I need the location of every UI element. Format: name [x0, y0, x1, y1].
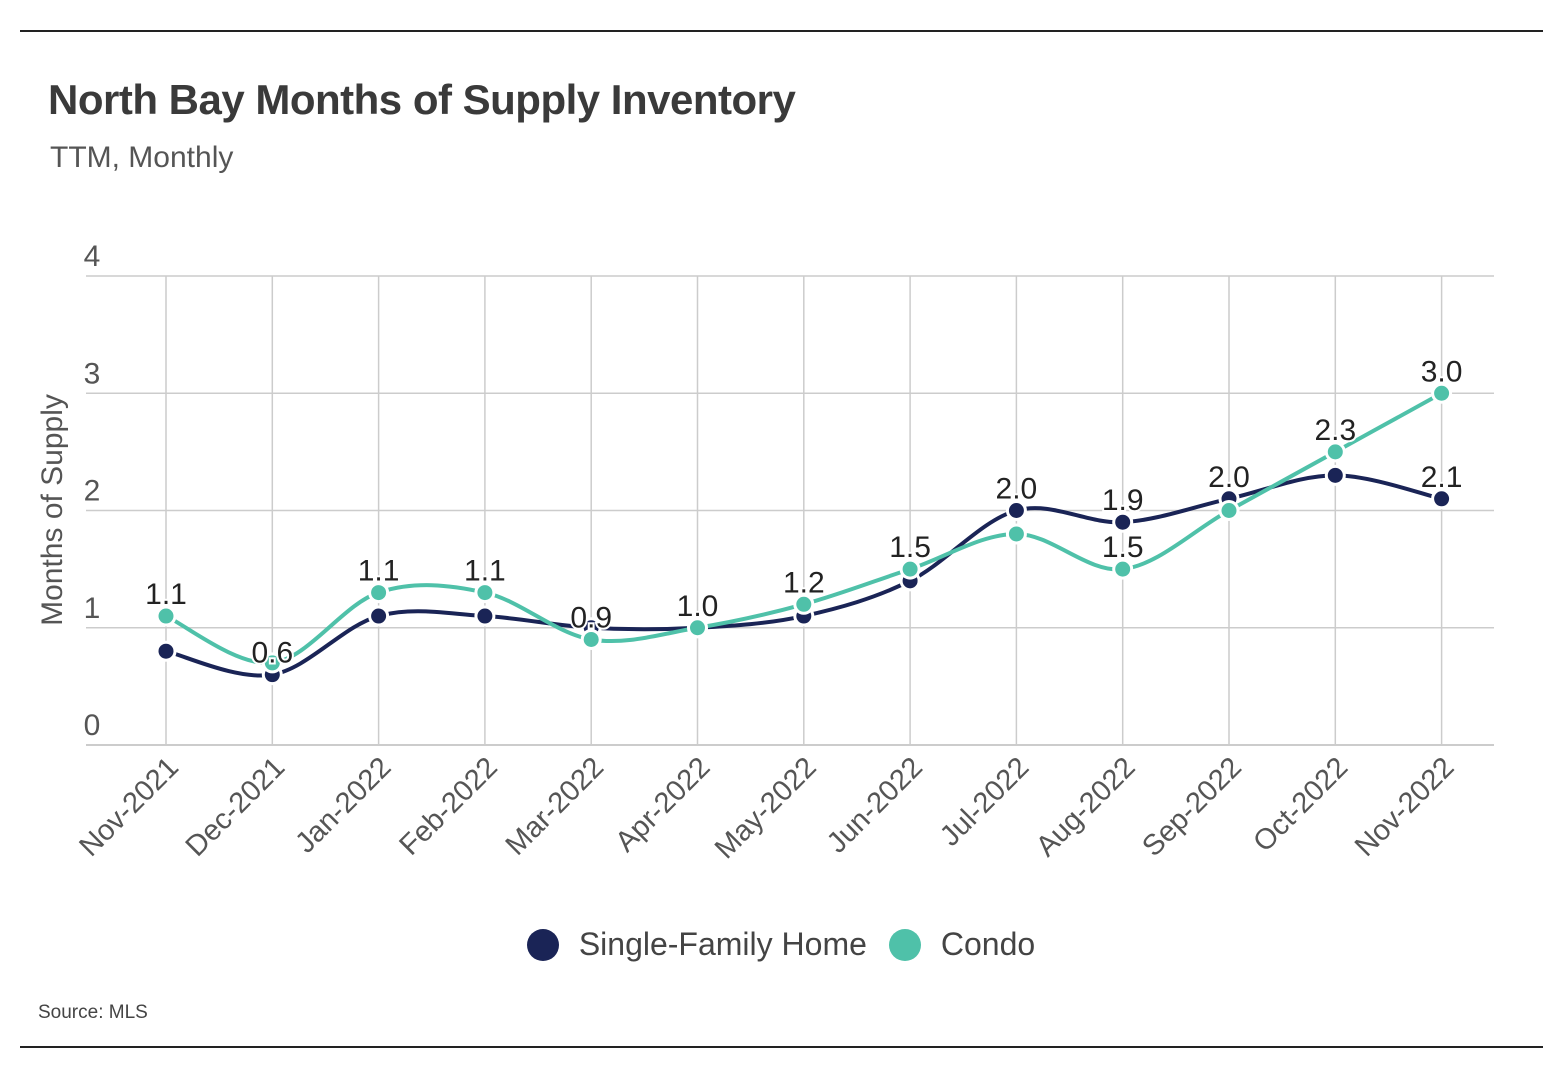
- data-label-condo: 1.1: [464, 555, 506, 588]
- data-label-condo: 0.9: [570, 601, 612, 634]
- y-tick-label: 1: [84, 592, 101, 625]
- data-point-condo[interactable]: [474, 582, 496, 604]
- x-tick-label: Nov-2022: [1349, 751, 1461, 863]
- y-tick-label: 4: [84, 240, 101, 273]
- data-label-single-family-home: 1.0: [677, 590, 719, 623]
- x-tick-label: Aug-2022: [1030, 751, 1142, 863]
- y-tick-label: 2: [84, 475, 101, 508]
- grid: [86, 275, 1494, 746]
- data-point-single-family-home[interactable]: [1324, 464, 1346, 486]
- data-label-single-family-home: 0.6: [251, 637, 293, 670]
- x-axis-ticks: Nov-2021Dec-2021Jan-2022Feb-2022Mar-2022…: [73, 751, 1460, 865]
- y-tick-label: 3: [84, 357, 101, 390]
- source-note: Source: MLS: [38, 1002, 148, 1023]
- x-tick-label: Sep-2022: [1136, 751, 1248, 863]
- chart-title: North Bay Months of Supply Inventory: [48, 76, 796, 123]
- x-tick-label: Jun-2022: [821, 751, 929, 859]
- data-labels-layer: 0.6 1.0 2.0 1.9 2.0 2.1 1.1 1.1 1.1 0.9 1.2 1.5 1.5 2…: [143, 353, 1464, 671]
- data-label-condo: 3.0: [1421, 355, 1463, 388]
- x-tick-label: Mar-2022: [500, 751, 610, 861]
- data-point-condo[interactable]: [1218, 500, 1240, 521]
- data-point-single-family-home[interactable]: [474, 605, 496, 627]
- x-tick-label: Feb-2022: [393, 751, 503, 861]
- x-tick-label: Jul-2022: [934, 751, 1035, 852]
- data-label-single-family-home: 2.0: [1208, 461, 1250, 494]
- legend-label-condo: Condo: [940, 926, 1036, 962]
- legend-swatch-condo: [888, 928, 921, 961]
- data-point-condo[interactable]: [368, 582, 390, 604]
- data-point-single-family-home[interactable]: [1005, 500, 1027, 521]
- legend-item-condo[interactable]: Condo: [888, 926, 1036, 963]
- data-point-condo[interactable]: [899, 558, 921, 580]
- data-label-single-family-home: 2.1: [1421, 461, 1463, 494]
- legend-swatch-single-family: [526, 928, 559, 961]
- data-point-single-family-home[interactable]: [155, 640, 177, 662]
- data-label-condo: 1.5: [889, 531, 931, 564]
- data-point-condo[interactable]: [1005, 523, 1027, 545]
- y-axis-ticks: 0 1 2 3 4: [84, 240, 101, 742]
- data-point-condo[interactable]: [155, 605, 177, 627]
- x-tick-label: Oct-2022: [1247, 751, 1354, 858]
- series-layer: [155, 382, 1453, 686]
- data-point-condo[interactable]: [1431, 382, 1453, 404]
- data-point-condo[interactable]: [793, 593, 815, 615]
- y-tick-label: 0: [84, 709, 101, 742]
- x-tick-label: May-2022: [709, 751, 823, 865]
- data-point-condo[interactable]: [261, 652, 283, 674]
- data-label-single-family-home: 1.9: [1102, 484, 1144, 517]
- data-label-condo: 2.3: [1314, 414, 1356, 447]
- data-point-single-family-home[interactable]: [1431, 488, 1453, 510]
- y-axis-label: Months of Supply: [36, 394, 69, 626]
- data-label-condo: 1.5: [1102, 531, 1144, 564]
- data-label-single-family-home: 2.0: [996, 473, 1038, 506]
- top-rule: [20, 30, 1543, 32]
- data-label-condo: 1.2: [783, 566, 825, 599]
- data-point-single-family-home[interactable]: [368, 605, 390, 627]
- bottom-rule: [20, 1046, 1543, 1048]
- legend-label-single-family: Single-Family Home: [578, 926, 867, 962]
- data-point-condo[interactable]: [687, 617, 708, 639]
- data-point-condo[interactable]: [580, 628, 602, 650]
- data-point-condo[interactable]: [1324, 441, 1346, 463]
- x-tick-label: Jan-2022: [289, 751, 397, 859]
- data-label-condo: 1.1: [358, 555, 400, 588]
- data-point-condo[interactable]: [1112, 558, 1134, 580]
- data-point-single-family-home[interactable]: [1112, 511, 1134, 533]
- x-tick-label: Dec-2021: [180, 751, 292, 863]
- x-tick-label: Nov-2021: [73, 751, 185, 863]
- legend: Single-Family Home Condo: [0, 926, 1562, 963]
- data-label-condo: 1.1: [145, 578, 187, 611]
- chart-subtitle: TTM, Monthly: [50, 141, 234, 174]
- x-tick-label: Apr-2022: [609, 751, 716, 858]
- legend-item-single-family[interactable]: Single-Family Home: [526, 926, 867, 963]
